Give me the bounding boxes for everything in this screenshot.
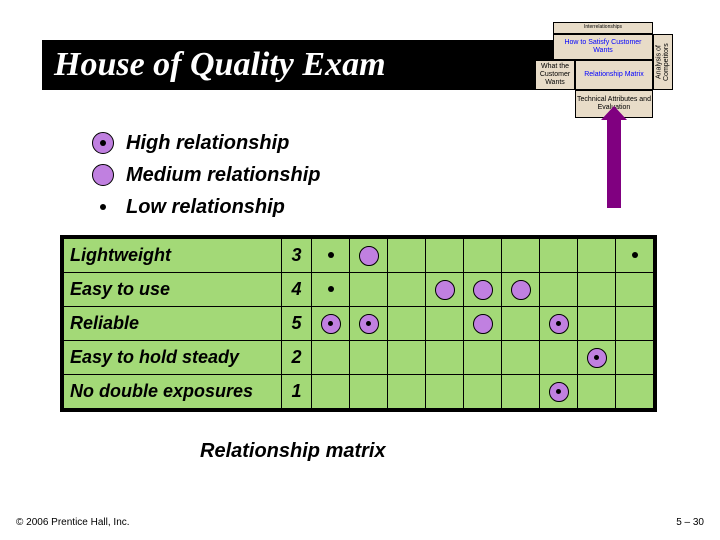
mark-cell	[502, 307, 540, 341]
mark-cell	[540, 375, 578, 409]
mark-cell	[426, 307, 464, 341]
high-mark-icon	[549, 314, 569, 334]
mark-cell	[502, 341, 540, 375]
mark-cell	[312, 307, 350, 341]
mark-cell	[312, 341, 350, 375]
mark-cell	[464, 239, 502, 273]
row-rank: 3	[282, 239, 312, 273]
mark-cell	[464, 375, 502, 409]
mark-cell	[350, 341, 388, 375]
row-rank: 2	[282, 341, 312, 375]
row-label: Easy to hold steady	[64, 341, 282, 375]
legend-label: High relationship	[126, 132, 289, 155]
low-relationship-icon	[100, 204, 106, 210]
high-mark-icon	[321, 314, 341, 334]
row-label: Lightweight	[64, 239, 282, 273]
copyright: © 2006 Prentice Hall, Inc.	[16, 517, 130, 528]
hd-relationship-matrix: Relationship Matrix	[575, 60, 653, 90]
high-mark-icon	[587, 348, 607, 368]
mark-cell	[388, 341, 426, 375]
mark-cell	[350, 375, 388, 409]
mark-cell	[616, 239, 654, 273]
legend: High relationship Medium relationship Low …	[90, 130, 320, 226]
mark-cell	[312, 239, 350, 273]
medium-mark-icon	[473, 280, 493, 300]
matrix-caption: Relationship matrix	[200, 440, 386, 463]
mark-cell	[502, 273, 540, 307]
mark-cell	[312, 273, 350, 307]
slide-number: 5 – 30	[676, 517, 704, 528]
table-row: No double exposures1	[64, 375, 654, 409]
legend-label: Low relationship	[126, 196, 285, 219]
mark-cell	[616, 375, 654, 409]
low-mark-icon	[328, 286, 334, 292]
relationship-matrix-table: Lightweight3Easy to use4Reliable5Easy to…	[60, 235, 657, 412]
title-bar: House of Quality Exam	[42, 40, 602, 90]
page-title: House of Quality Exam	[54, 46, 386, 84]
mark-cell	[350, 239, 388, 273]
hd-howto: How to Satisfy Customer Wants	[553, 34, 653, 60]
low-mark-icon	[632, 252, 638, 258]
matrix-grid: Lightweight3Easy to use4Reliable5Easy to…	[63, 238, 654, 409]
mark-cell	[540, 239, 578, 273]
mark-cell	[540, 307, 578, 341]
low-mark-icon	[328, 252, 334, 258]
row-rank: 4	[282, 273, 312, 307]
legend-row: Low relationship	[90, 194, 320, 220]
mark-cell	[388, 273, 426, 307]
medium-mark-icon	[473, 314, 493, 334]
row-label: Reliable	[64, 307, 282, 341]
hd-interrelationships: Interrelationships	[553, 22, 653, 34]
mark-cell	[464, 307, 502, 341]
medium-mark-icon	[435, 280, 455, 300]
row-rank: 1	[282, 375, 312, 409]
table-row: Lightweight3	[64, 239, 654, 273]
table-row: Easy to hold steady2	[64, 341, 654, 375]
arrow-icon	[607, 118, 621, 208]
mark-cell	[426, 239, 464, 273]
mark-cell	[502, 239, 540, 273]
mark-cell	[464, 341, 502, 375]
hd-what: What the Customer Wants	[535, 60, 575, 90]
mark-cell	[578, 375, 616, 409]
high-mark-icon	[549, 382, 569, 402]
mark-cell	[350, 307, 388, 341]
row-rank: 5	[282, 307, 312, 341]
legend-label: Medium relationship	[126, 164, 320, 187]
mark-cell	[616, 307, 654, 341]
mark-cell	[578, 307, 616, 341]
high-mark-icon	[359, 314, 379, 334]
mark-cell	[426, 375, 464, 409]
mark-cell	[502, 375, 540, 409]
mark-cell	[426, 341, 464, 375]
medium-mark-icon	[511, 280, 531, 300]
table-row: Easy to use4	[64, 273, 654, 307]
mark-cell	[388, 239, 426, 273]
legend-row: High relationship	[90, 130, 320, 156]
mark-cell	[578, 273, 616, 307]
mark-cell	[578, 341, 616, 375]
mark-cell	[616, 341, 654, 375]
mark-cell	[540, 273, 578, 307]
mark-cell	[388, 375, 426, 409]
high-relationship-icon	[92, 132, 114, 154]
legend-row: Medium relationship	[90, 162, 320, 188]
mark-cell	[426, 273, 464, 307]
medium-relationship-icon	[92, 164, 114, 186]
mark-cell	[388, 307, 426, 341]
row-label: No double exposures	[64, 375, 282, 409]
mark-cell	[350, 273, 388, 307]
mark-cell	[616, 273, 654, 307]
mark-cell	[312, 375, 350, 409]
mark-cell	[540, 341, 578, 375]
hd-analysis: Analysis of Competitors	[653, 34, 673, 90]
mark-cell	[464, 273, 502, 307]
row-label: Easy to use	[64, 273, 282, 307]
medium-mark-icon	[359, 246, 379, 266]
mark-cell	[578, 239, 616, 273]
table-row: Reliable5	[64, 307, 654, 341]
